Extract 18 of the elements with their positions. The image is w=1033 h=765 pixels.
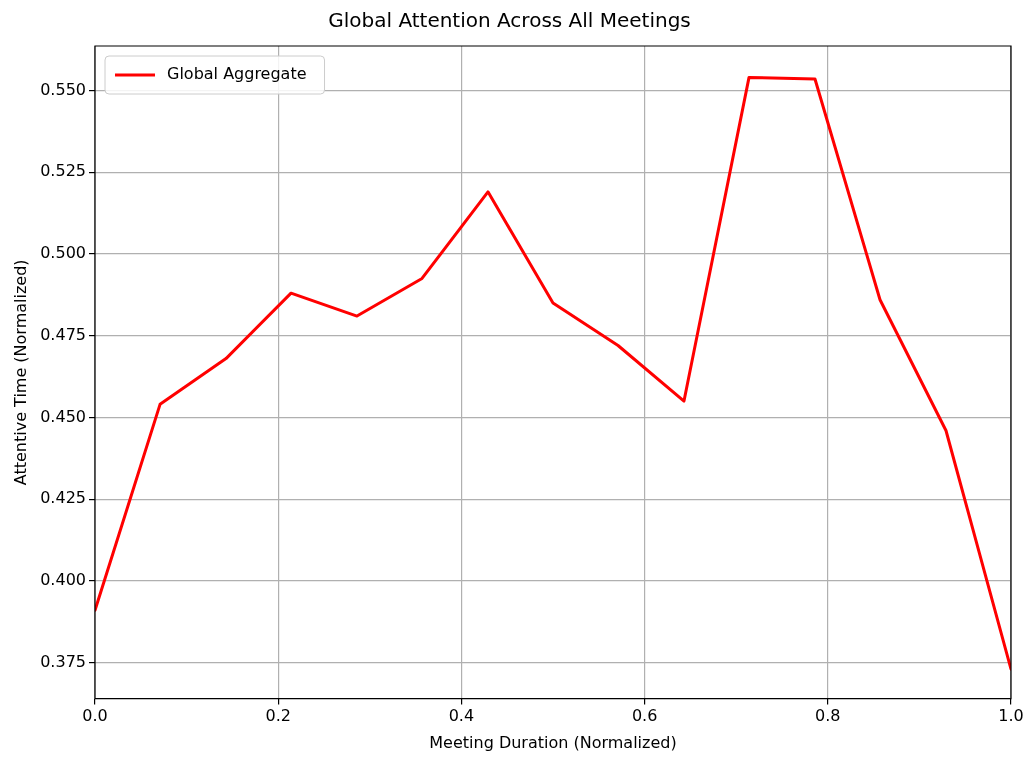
x-tick-label: 1.0: [998, 706, 1024, 726]
y-tick-label: 0.500: [40, 243, 86, 263]
x-tick-label: 0.6: [631, 706, 658, 726]
legend-label: Global Aggregate: [167, 64, 307, 84]
y-tick-label: 0.525: [40, 161, 86, 181]
x-tick-label: 0.2: [265, 706, 291, 726]
y-tick-label: 0.450: [40, 406, 86, 426]
x-tick-label: 0.8: [815, 706, 841, 726]
chart-title: Global Attention Across All Meetings: [328, 8, 691, 33]
x-tick-label: 0.0: [82, 706, 108, 726]
y-tick-label: 0.400: [40, 570, 86, 590]
x-axis-title: Meeting Duration (Normalized): [429, 732, 677, 752]
y-axis-title: Attentive Time (Normalized): [10, 259, 30, 486]
x-tick-label: 0.4: [448, 706, 475, 726]
y-tick-label: 0.475: [40, 324, 86, 344]
y-tick-label: 0.375: [40, 651, 86, 671]
y-tick-label: 0.425: [40, 488, 86, 508]
y-tick-label: 0.550: [40, 79, 86, 99]
